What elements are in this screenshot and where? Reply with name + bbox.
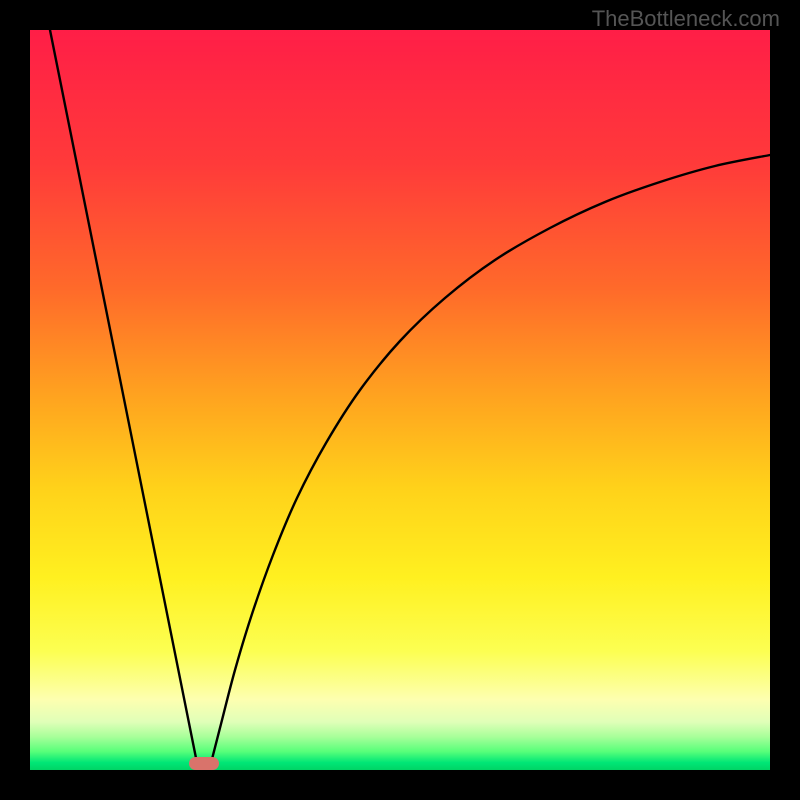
curve-layer [30, 30, 770, 770]
bottleneck-curve [50, 30, 770, 763]
watermark-text: TheBottleneck.com [592, 6, 780, 32]
plot-area [30, 30, 770, 770]
optimum-marker [189, 757, 219, 770]
